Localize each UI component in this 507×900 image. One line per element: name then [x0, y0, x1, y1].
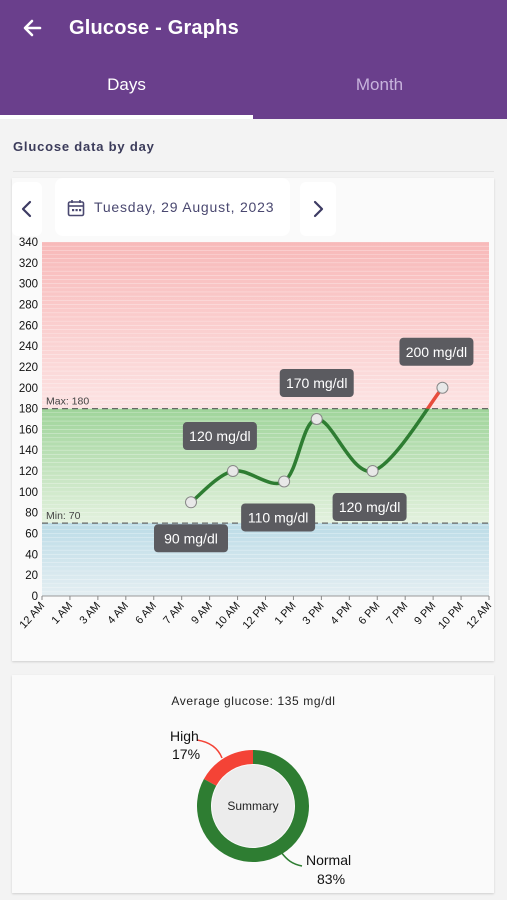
- data-label-box: [182, 422, 257, 451]
- data-label: 200 mg/dl: [406, 344, 467, 360]
- x-tick-label: 10 AM: [213, 600, 243, 631]
- data-label: 120 mg/dl: [189, 428, 250, 444]
- glucose-line-chart: 0 20 40 60 80 100 120 140 160 180 200 220 240 260 280 3…: [17, 237, 494, 632]
- section-divider: [13, 171, 494, 172]
- low-zone-band: [42, 523, 489, 596]
- data-label: 170 mg/dl: [286, 375, 347, 391]
- chevron-right-icon: [313, 200, 324, 218]
- y-tick-label: 160: [19, 424, 38, 436]
- y-tick-label: 60: [25, 529, 38, 541]
- data-point: [185, 496, 197, 509]
- data-label-box: [279, 369, 354, 397]
- tab-indicator: [0, 115, 253, 119]
- y-tick-label: 320: [19, 258, 38, 270]
- y-tick-label: 280: [19, 299, 38, 311]
- y-tick-label: 40: [25, 549, 38, 561]
- x-tick-label: 1 AM: [49, 600, 75, 627]
- section-label: Glucose data by day: [13, 139, 155, 154]
- x-tick-label: 3 PM: [300, 600, 326, 627]
- y-tick-label: 20: [25, 570, 38, 582]
- selected-date: Tuesday, 29 August, 2023: [94, 199, 275, 215]
- x-tick-label: 1 PM: [273, 600, 299, 627]
- y-tick-label: 80: [25, 508, 38, 520]
- y-tick-label: 120: [19, 466, 38, 478]
- calendar-icon: [67, 200, 85, 217]
- y-tick-label: 180: [19, 404, 38, 416]
- y-tick-label: 200: [19, 383, 38, 395]
- y-tick-label: 340: [19, 237, 38, 249]
- y-tick-label: 220: [19, 362, 38, 374]
- data-label-box: [241, 503, 316, 532]
- data-point: [278, 475, 291, 488]
- average-glucose-text: Average glucose: 135 mg/dl: [171, 694, 336, 708]
- x-tick-label: 9 AM: [189, 600, 215, 627]
- x-tick-label: 4 AM: [105, 600, 131, 627]
- y-tick-label: 140: [19, 445, 38, 457]
- y-tick-label: 0: [32, 591, 38, 603]
- data-point: [366, 465, 379, 478]
- y-tick-label: 260: [19, 320, 38, 332]
- x-tick-label: 6 PM: [356, 600, 382, 627]
- data-label-box: [399, 337, 474, 366]
- x-tick-label: 9 PM: [412, 600, 438, 627]
- x-tick-label: 4 PM: [328, 600, 354, 627]
- back-button[interactable]: [20, 14, 50, 42]
- high-zone-band: [42, 242, 489, 409]
- next-day-button[interactable]: [300, 182, 336, 236]
- data-label: 110 mg/dl: [248, 509, 308, 525]
- x-tick-label: 3 AM: [77, 600, 103, 627]
- y-tick-label: 100: [19, 487, 38, 499]
- data-label: 90 mg/dl: [164, 530, 218, 546]
- min-threshold-label: Min: 70: [46, 510, 81, 522]
- y-tick-label: 300: [19, 279, 38, 291]
- data-point: [436, 381, 449, 394]
- page-title: Glucose - Graphs: [69, 17, 239, 39]
- x-tick-label: 6 AM: [133, 600, 159, 627]
- x-tick-label: 12 AM: [17, 600, 47, 631]
- data-point: [226, 465, 239, 478]
- max-threshold-label: Max: 180: [46, 396, 89, 408]
- data-point: [310, 413, 323, 425]
- app-bar: Glucose - Graphs Days Month: [0, 0, 507, 119]
- x-tick-label: 7 PM: [384, 600, 410, 627]
- date-selector[interactable]: Tuesday, 29 August, 2023: [55, 178, 290, 236]
- data-label-box: [332, 493, 407, 522]
- x-tick-label: 12 AM: [464, 600, 494, 631]
- x-tick-label: 10 PM: [436, 600, 466, 632]
- tab-month[interactable]: Month: [355, 75, 404, 94]
- previous-day-button[interactable]: [12, 182, 42, 236]
- tab-days[interactable]: Days: [107, 75, 146, 94]
- x-tick-label: 7 AM: [161, 600, 187, 627]
- chevron-left-icon: [21, 200, 32, 218]
- y-tick-label: 240: [19, 341, 38, 353]
- data-label-box: [154, 524, 228, 553]
- x-tick-label: 12 PM: [241, 600, 271, 632]
- data-label: 120 mg/dl: [339, 499, 400, 515]
- arrow-left-icon: [23, 19, 42, 37]
